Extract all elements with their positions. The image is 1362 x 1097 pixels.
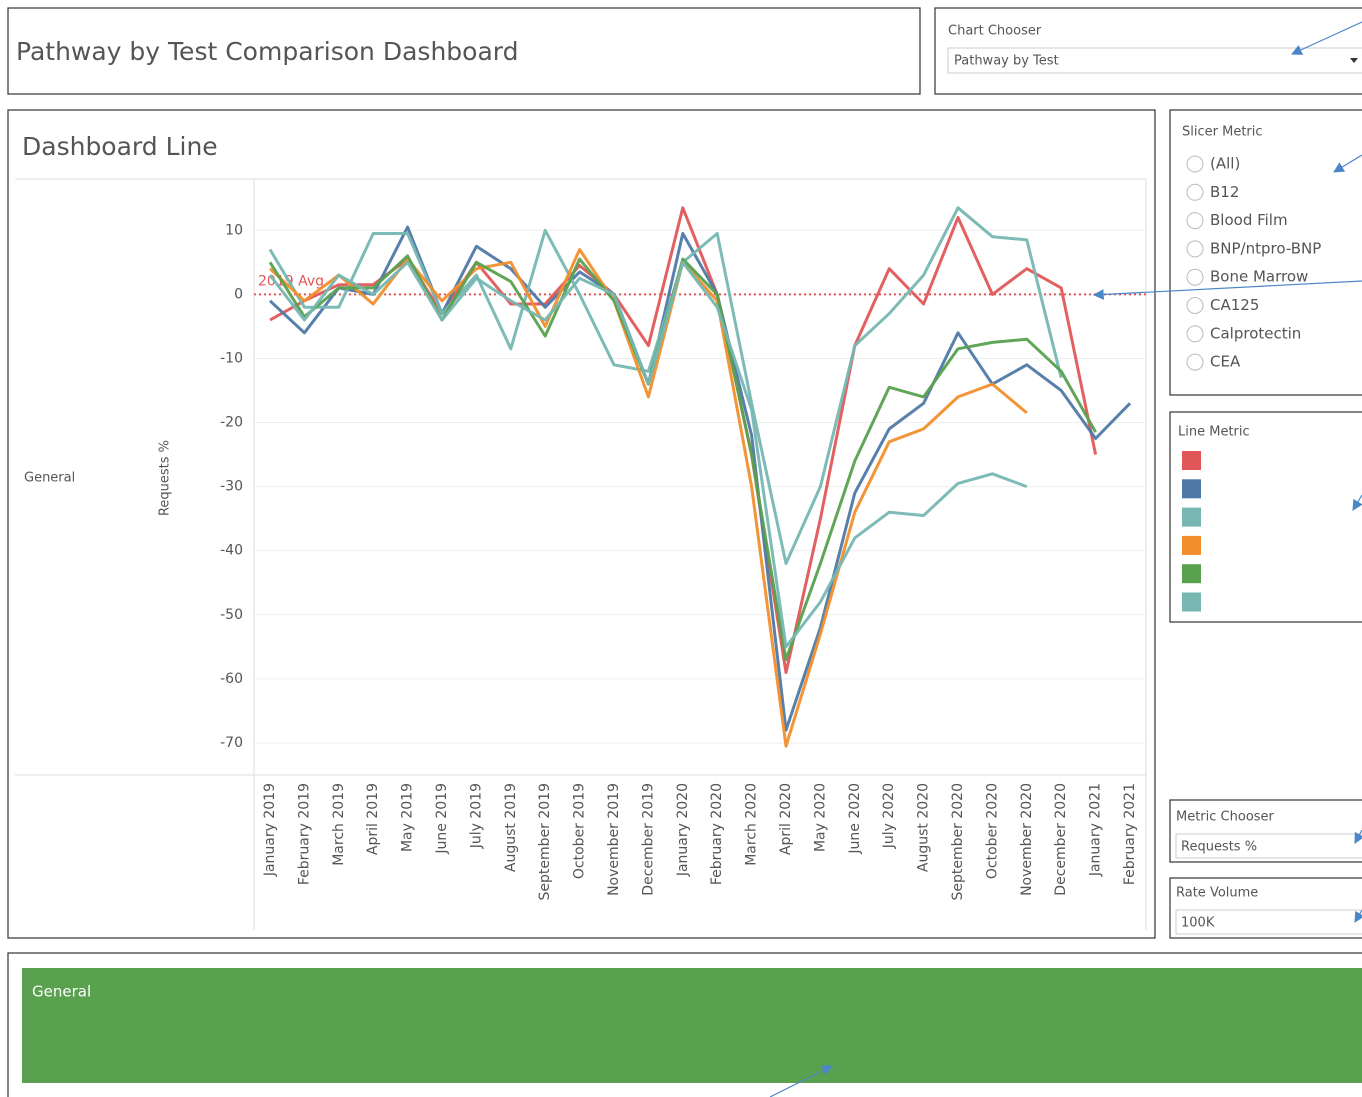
radio-button[interactable] xyxy=(1186,297,1204,314)
x-tick-label: August 2019 xyxy=(503,783,519,872)
x-tick-label: April 2020 xyxy=(778,783,794,855)
series-line xyxy=(268,254,1097,662)
legend-label: Line Metric xyxy=(1178,425,1250,440)
plot-area: 10 0 -10 -20 -30 -40 -50 -60 -70 January 2019 Febr… xyxy=(220,206,1146,900)
arrow xyxy=(1291,21,1362,55)
slicer-option: B12 xyxy=(1210,183,1239,201)
row-label: General xyxy=(24,471,75,486)
y-tick-label: 0 xyxy=(234,286,243,302)
y-tick-label: -70 xyxy=(220,735,243,751)
x-tick-label: February 2020 xyxy=(709,783,725,885)
dashboard-title: Pathway by Test Comparison Dashboard xyxy=(16,37,518,66)
metric-chooser-value: Requests % xyxy=(1181,840,1257,855)
rate-volume-dropdown[interactable] xyxy=(1175,909,1362,935)
slicer-option: Bone Marrow xyxy=(1210,268,1308,286)
legend-box xyxy=(1169,411,1362,623)
y-tick-label: -40 xyxy=(220,543,243,559)
x-tick-label: January 2019 xyxy=(262,783,278,877)
y-tick-label: -60 xyxy=(220,671,243,687)
footer-bar xyxy=(22,968,1362,1083)
arrow xyxy=(1354,909,1362,923)
radio-button[interactable] xyxy=(1186,353,1204,371)
legend-swatch xyxy=(1182,507,1201,527)
arrow xyxy=(769,1065,833,1097)
radio-button[interactable] xyxy=(1186,268,1204,286)
arrow xyxy=(1354,829,1362,844)
dropdown-caret xyxy=(1350,58,1358,63)
x-tick-label: June 2019 xyxy=(434,783,450,855)
arrow xyxy=(1092,280,1362,300)
x-tick-label: December 2020 xyxy=(1053,783,1069,896)
x-tick-label: October 2020 xyxy=(984,783,1000,879)
legend-swatch xyxy=(1182,564,1201,584)
rate-volume-label: Rate Volume xyxy=(1176,886,1258,901)
arrow xyxy=(1352,494,1362,511)
slicer-option: CEA xyxy=(1210,353,1241,371)
x-tick-label: September 2019 xyxy=(537,783,553,900)
x-tick-label: November 2020 xyxy=(1019,783,1035,896)
legend-swatch xyxy=(1182,535,1201,555)
chart-title: Dashboard Line xyxy=(22,132,218,161)
x-tick-label: July 2020 xyxy=(881,783,897,849)
x-tick-label: May 2020 xyxy=(812,783,828,852)
x-tick-label: January 2020 xyxy=(675,783,691,877)
radio-button[interactable] xyxy=(1186,183,1204,201)
x-tick-label: January 2021 xyxy=(1088,783,1104,877)
legend-swatch xyxy=(1182,592,1201,612)
x-tick-label: February 2019 xyxy=(296,783,312,885)
rate-volume-value: 100K xyxy=(1181,916,1215,931)
slicer-option: BNP/ntpro-BNP xyxy=(1210,239,1321,257)
slicer-label: Slicer Metric xyxy=(1182,125,1263,140)
legend xyxy=(1182,451,1201,612)
annotation-arrows xyxy=(769,21,1362,1097)
y-tick-label: 10 xyxy=(225,222,243,238)
x-tick-label: March 2019 xyxy=(331,783,347,866)
arrow xyxy=(1333,154,1362,173)
x-tick-label: June 2020 xyxy=(847,783,863,855)
footer-label: General xyxy=(32,983,91,1001)
radio-button[interactable] xyxy=(1186,155,1204,173)
radio-button[interactable] xyxy=(1186,325,1204,343)
metric-chooser-dropdown[interactable] xyxy=(1175,833,1362,859)
y-tick-label: -30 xyxy=(220,479,243,495)
x-tick-label: April 2019 xyxy=(365,783,381,855)
legend-swatch xyxy=(1182,479,1201,499)
y-axis-label: Requests % xyxy=(158,440,173,516)
legend-swatch xyxy=(1182,451,1201,470)
slicer-option: Calprotectin xyxy=(1210,324,1301,342)
slicer-option: CA125 xyxy=(1210,296,1259,314)
x-tick-label: March 2020 xyxy=(744,783,760,866)
reference-label: 2019 Avg xyxy=(258,273,324,289)
x-tick-label: November 2019 xyxy=(606,783,622,896)
x-tick-label: September 2020 xyxy=(950,783,966,900)
y-tick-label: -20 xyxy=(220,415,243,431)
header-box xyxy=(7,7,921,95)
x-tick-label: February 2021 xyxy=(1122,783,1138,885)
x-tick-label: May 2019 xyxy=(400,783,416,852)
series-line xyxy=(268,260,1028,649)
chart-panel xyxy=(7,109,1156,939)
metric-chooser-label: Metric Chooser xyxy=(1176,810,1275,825)
radio-button[interactable] xyxy=(1186,240,1204,258)
series-line xyxy=(268,225,1132,732)
radio-button[interactable] xyxy=(1186,212,1204,230)
x-tick-label: December 2019 xyxy=(640,783,656,896)
x-tick-label: August 2020 xyxy=(916,783,932,872)
chart-chooser-label: Chart Chooser xyxy=(948,24,1042,39)
chart-chooser-value: Pathway by Test xyxy=(954,54,1059,69)
slicer-option: Blood Film xyxy=(1210,211,1288,229)
x-tick-label: October 2019 xyxy=(572,783,588,879)
x-tick-label: July 2019 xyxy=(468,783,484,849)
slicer-list: (All) B12 Blood Film BNP/ntpro-BNP Bone Marr… xyxy=(1186,155,1321,371)
slicer-option: (All) xyxy=(1210,155,1240,173)
y-tick-label: -50 xyxy=(220,607,243,623)
y-tick-label: -10 xyxy=(220,350,243,366)
